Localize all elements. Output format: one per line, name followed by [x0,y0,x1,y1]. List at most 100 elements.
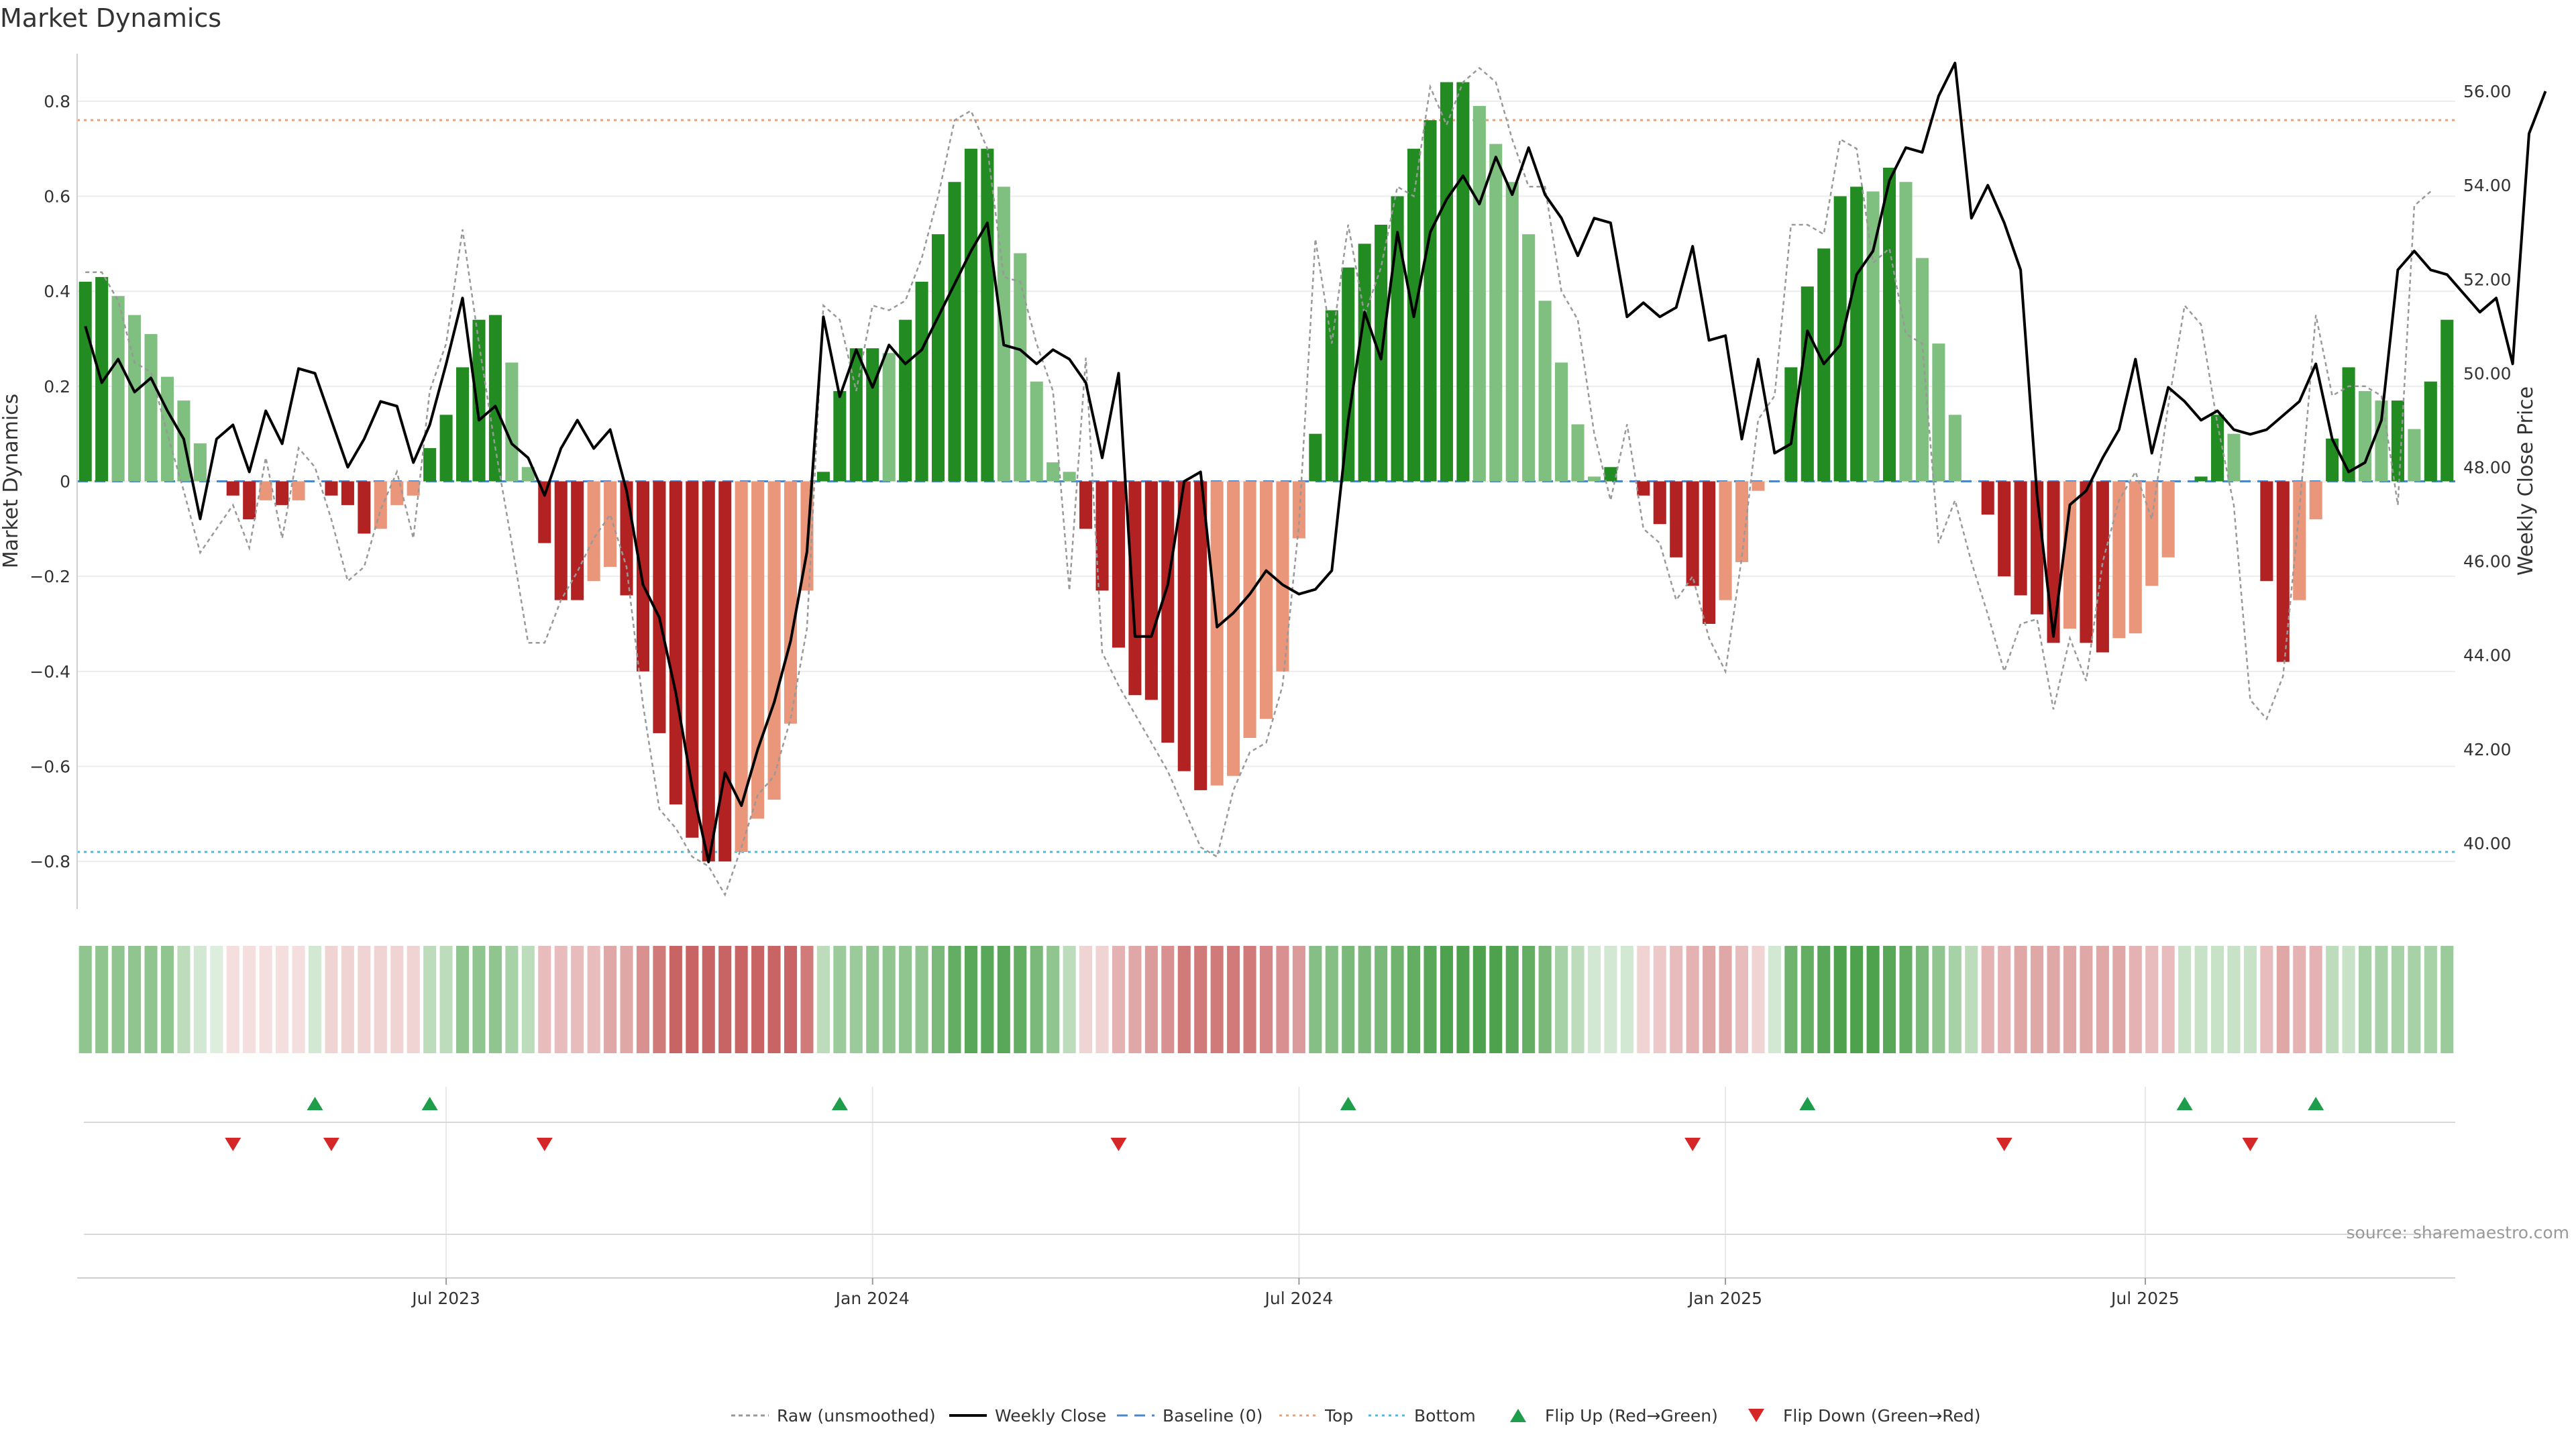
momentum-bar [1981,481,1994,515]
momentum-bar [1472,105,1486,482]
regime-cell [455,946,470,1053]
regime-cell [1063,946,1076,1053]
momentum-bar [964,148,977,482]
momentum-bar [1686,481,1699,586]
regime-cell [1014,946,1027,1053]
price-lines [84,62,2547,897]
momentum-bars [78,82,2454,862]
regime-cell [1932,946,1945,1053]
momentum-bar [1489,144,1503,482]
regime-cell [1440,946,1453,1053]
regime-cell [177,946,191,1053]
momentum-bar [1309,433,1322,482]
regime-cell [243,946,256,1053]
legend-label: Baseline (0) [1163,1406,1263,1426]
momentum-bar [882,353,896,482]
regime-cell [1571,946,1585,1053]
flip-markers [84,1097,2455,1235]
momentum-bar [784,481,798,724]
momentum-bar [2293,481,2306,600]
legend-flip-down-swatch [1748,1409,1764,1422]
regime-cell [423,946,437,1053]
regime-cell [1489,946,1503,1053]
momentum-bar [1030,381,1043,482]
momentum-bar [1719,481,1732,600]
regime-cell [2047,946,2060,1053]
right-y-tick-label: 48.00 [2463,458,2512,477]
x-axis: Jul 2023 Jan 2024 Jul 2024 Jan 2025 Jul 2025 [77,1277,2455,1308]
regime-cell [1472,946,1486,1053]
regime-cell [1752,946,1765,1053]
regime-cell [1292,946,1305,1053]
momentum-bar [2391,400,2404,482]
momentum-bar [1670,481,1683,557]
momentum-bar [1095,481,1109,591]
regime-cell [2375,946,2388,1053]
regime-cell [1030,946,1043,1053]
momentum-bar [833,390,847,482]
momentum-bar [2440,319,2454,482]
momentum-bar [1833,196,1847,482]
legend: Raw (unsmoothed) Weekly Close Baseline (0)… [731,1406,1981,1426]
momentum-bar [1604,467,1617,482]
regime-cell [2063,946,2077,1053]
regime-cell [1144,946,1158,1053]
momentum-bar [735,481,748,852]
regime-cell [1587,946,1601,1053]
regime-cell [1965,946,1978,1053]
momentum-bar [505,362,519,482]
momentum-bar [128,315,142,482]
momentum-bar [2309,481,2322,520]
regime-cell [2161,946,2175,1053]
momentum-bar [1227,481,1240,776]
regime-cell [259,946,272,1053]
regime-cell [439,946,453,1053]
regime-cell [1128,946,1142,1053]
regime-cell [2227,946,2241,1053]
regime-cell [1538,946,1552,1053]
momentum-bar [751,481,765,819]
regime-cell [653,946,666,1053]
momentum-bar [1440,82,1453,482]
regime-cell [981,946,994,1053]
momentum-bar [1801,286,1814,482]
momentum-bar [2210,415,2224,482]
momentum-bar [1144,481,1158,700]
regime-cell [1161,946,1175,1053]
regime-cell [1505,946,1519,1053]
momentum-bar [472,319,486,482]
momentum-bar [1538,301,1552,482]
regime-cell [948,946,961,1053]
regime-cell [1358,946,1371,1053]
left-y-tick-label: −0.6 [30,757,70,777]
left-y-tick-label: −0.4 [30,662,70,682]
legend-entry: Bottom [1368,1406,1476,1426]
regime-cell [1637,946,1650,1053]
x-tick-label: Jul 2025 [2110,1289,2180,1308]
weekly-close-line [84,62,2547,863]
momentum-bar [1456,82,1470,482]
regime-cell [1981,946,1994,1053]
momentum-bar [2358,390,2372,482]
regime-cell [1719,946,1732,1053]
right-y-tick-label: 46.00 [2463,552,2512,572]
regime-cell [1391,946,1404,1053]
regime-cell [1850,946,1864,1053]
momentum-bar [1391,196,1404,482]
regime-cell [210,946,223,1053]
regime-cell [1325,946,1338,1053]
momentum-bar [1079,481,1093,529]
regime-cell [1948,946,1962,1053]
regime-cell [341,946,354,1053]
legend-entry: Baseline (0) [1117,1406,1263,1426]
right-y-axis-title: Weekly Close Price [2514,386,2538,576]
regime-cell [1046,946,1060,1053]
momentum-bar [669,481,682,805]
flip-down-marker [225,1138,241,1151]
momentum-bar [1358,244,1371,482]
momentum-bar [1637,481,1650,496]
momentum-bar [2194,476,2208,482]
momentum-bar [866,348,879,482]
regime-cell [1899,946,1913,1053]
momentum-bar [1194,481,1208,790]
